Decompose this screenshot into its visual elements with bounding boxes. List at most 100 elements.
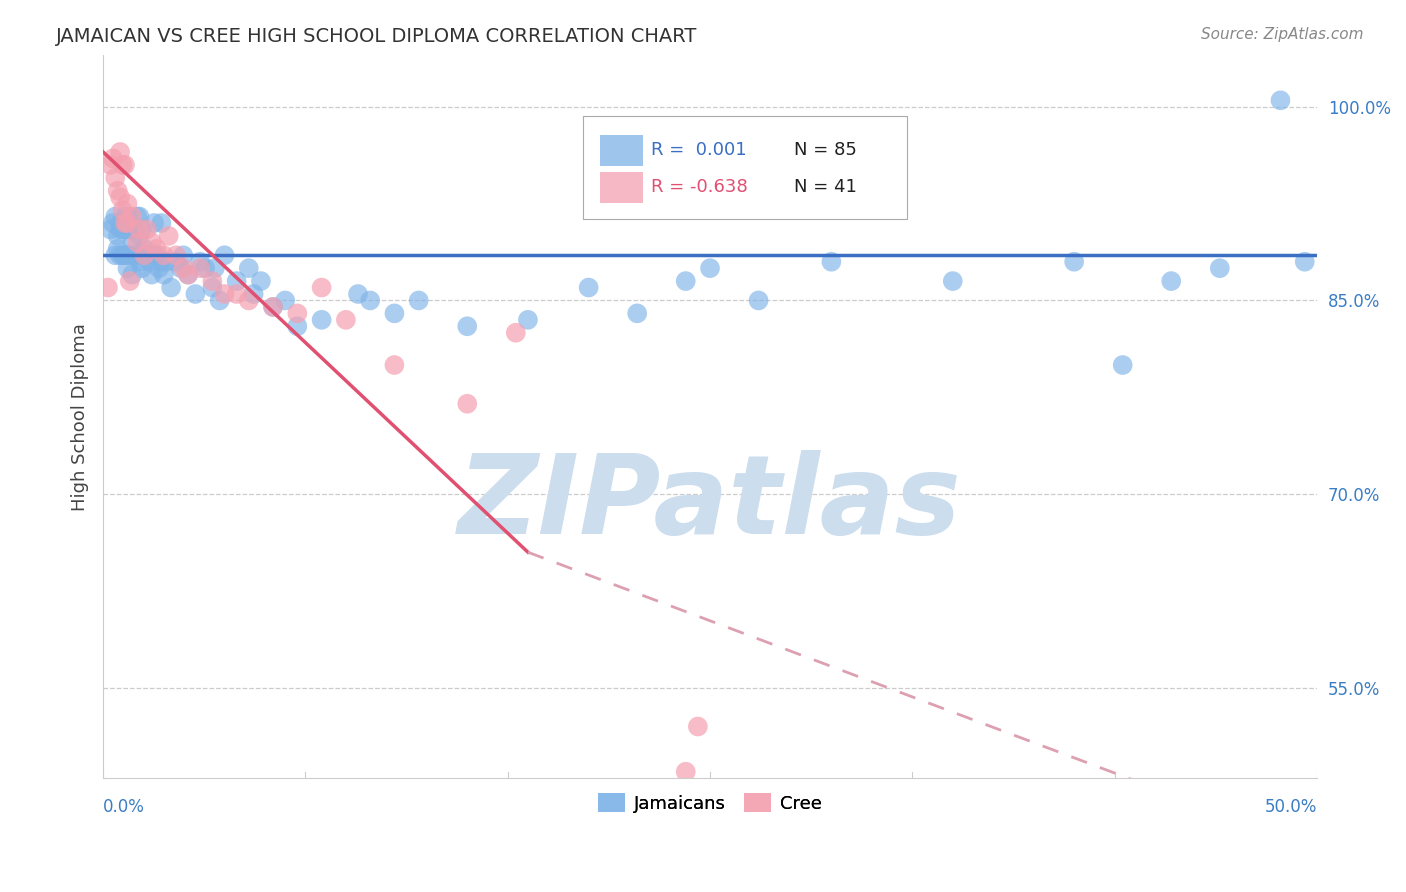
Point	[150, 254, 173, 268]
Point	[128, 222, 150, 236]
Point	[143, 216, 166, 230]
Point	[335, 313, 357, 327]
Point	[104, 170, 127, 185]
Point	[172, 248, 194, 262]
Point	[117, 216, 139, 230]
Point	[201, 274, 224, 288]
Point	[131, 222, 153, 236]
Text: Source: ZipAtlas.com: Source: ZipAtlas.com	[1201, 27, 1364, 42]
Point	[347, 287, 370, 301]
Point	[107, 184, 129, 198]
Point	[141, 268, 163, 282]
Point	[104, 248, 127, 262]
Point	[108, 222, 131, 236]
Point	[456, 319, 478, 334]
Point	[114, 210, 136, 224]
Point	[201, 280, 224, 294]
Point	[153, 268, 176, 282]
Point	[1209, 261, 1232, 276]
Text: 0.0%: 0.0%	[103, 797, 145, 815]
Text: JAMAICAN VS CREE HIGH SCHOOL DIPLOMA CORRELATION CHART: JAMAICAN VS CREE HIGH SCHOOL DIPLOMA COR…	[56, 27, 697, 45]
Point	[238, 261, 260, 276]
Legend: Jamaicans, Cree: Jamaicans, Cree	[591, 786, 830, 820]
Point	[188, 261, 211, 276]
Point	[127, 210, 149, 224]
Point	[214, 248, 236, 262]
Point	[384, 306, 406, 320]
Point	[145, 248, 167, 262]
Point	[157, 228, 180, 243]
Point	[118, 274, 141, 288]
Point	[160, 280, 183, 294]
Point	[118, 222, 141, 236]
Point	[111, 158, 134, 172]
Point	[128, 254, 150, 268]
Point	[225, 274, 247, 288]
Point	[138, 254, 160, 268]
Point	[150, 216, 173, 230]
Point	[408, 293, 430, 308]
Point	[114, 216, 136, 230]
Point	[127, 248, 149, 262]
Point	[1294, 254, 1316, 268]
Point	[128, 210, 150, 224]
Point	[359, 293, 381, 308]
Point	[262, 300, 284, 314]
Point	[111, 248, 134, 262]
Point	[204, 261, 226, 276]
Point	[97, 280, 120, 294]
Point	[1111, 358, 1133, 372]
Point	[516, 313, 538, 327]
Point	[117, 261, 139, 276]
Point	[153, 248, 176, 262]
Point	[134, 242, 156, 256]
Point	[208, 293, 231, 308]
Point	[748, 293, 770, 308]
Point	[456, 397, 478, 411]
Point	[114, 158, 136, 172]
Point	[1270, 93, 1292, 107]
Point	[117, 196, 139, 211]
Point	[188, 254, 211, 268]
Point	[114, 248, 136, 262]
Point	[1160, 274, 1182, 288]
Point	[118, 248, 141, 262]
Point	[143, 248, 166, 262]
Point	[107, 242, 129, 256]
Point	[114, 222, 136, 236]
Point	[101, 216, 124, 230]
Point	[274, 293, 297, 308]
Point	[108, 248, 131, 262]
Point	[131, 261, 153, 276]
Point	[134, 248, 156, 262]
Point	[172, 261, 194, 276]
Point	[108, 216, 131, 230]
Point	[225, 287, 247, 301]
Text: R =  0.001: R = 0.001	[651, 141, 747, 159]
Point	[194, 261, 217, 276]
Point	[124, 248, 146, 262]
Text: N = 85: N = 85	[794, 141, 858, 159]
Point	[942, 274, 965, 288]
Point	[250, 274, 273, 288]
Point	[100, 222, 122, 236]
Point	[170, 261, 193, 276]
Point	[505, 326, 527, 340]
Point	[675, 274, 697, 288]
Point	[135, 248, 157, 262]
Point	[177, 268, 200, 282]
Point	[101, 152, 124, 166]
Point	[108, 145, 131, 159]
Point	[121, 210, 143, 224]
Point	[111, 203, 134, 218]
Point	[242, 287, 264, 301]
Text: 50.0%: 50.0%	[1264, 797, 1317, 815]
Point	[311, 313, 333, 327]
Point	[165, 248, 187, 262]
Point	[117, 248, 139, 262]
Point	[155, 254, 177, 268]
Point	[165, 254, 187, 268]
Point	[108, 190, 131, 204]
Point	[1063, 254, 1085, 268]
Point	[384, 358, 406, 372]
